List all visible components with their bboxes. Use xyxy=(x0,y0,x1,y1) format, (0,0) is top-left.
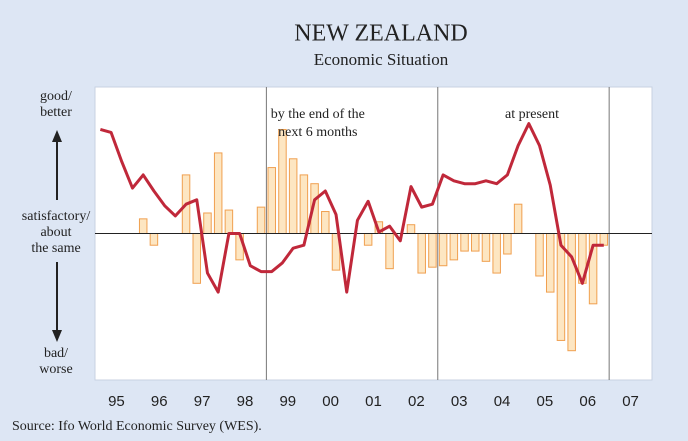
bar xyxy=(567,233,576,352)
bar xyxy=(138,218,148,235)
bar xyxy=(278,128,287,234)
bar xyxy=(203,212,212,235)
x-tick-label: 99 xyxy=(279,393,296,410)
annotation: at present xyxy=(505,107,559,122)
x-tick-label: 98 xyxy=(237,393,254,410)
x-tick-label: 03 xyxy=(451,393,468,410)
bar xyxy=(256,206,266,235)
x-tick-label: 02 xyxy=(408,393,425,410)
y-side-label: worse xyxy=(39,362,72,377)
bar xyxy=(481,233,491,262)
y-side-label: good/ xyxy=(40,89,72,104)
bar xyxy=(417,233,426,274)
y-side-label: about xyxy=(40,225,71,240)
annotation: by the end of the xyxy=(271,107,365,122)
y-side-label: the same xyxy=(31,241,80,256)
bar xyxy=(503,233,512,255)
annotation: next 6 months xyxy=(278,125,357,140)
bar xyxy=(363,233,373,246)
x-tick-label: 01 xyxy=(365,393,382,410)
bar xyxy=(224,209,234,234)
bar xyxy=(492,233,501,274)
bar xyxy=(460,233,469,252)
bar xyxy=(599,233,609,246)
bar xyxy=(288,158,298,234)
bar xyxy=(385,233,394,270)
x-tick-label: 04 xyxy=(494,393,511,410)
y-side-label: better xyxy=(40,105,72,120)
bar xyxy=(449,233,459,261)
bar xyxy=(406,224,416,235)
bar xyxy=(321,211,330,234)
chart-subtitle: Economic Situation xyxy=(314,50,449,69)
bar xyxy=(267,167,276,234)
x-tick-label: 06 xyxy=(579,393,596,410)
bar xyxy=(428,233,437,268)
x-tick-label: 05 xyxy=(537,393,554,410)
bar xyxy=(299,174,309,234)
arrow-down-head xyxy=(52,330,62,342)
source: Source: Ifo World Economic Survey (WES). xyxy=(12,419,262,434)
bar xyxy=(213,152,223,234)
x-tick-label: 07 xyxy=(622,393,639,410)
x-tick-label: 00 xyxy=(322,393,339,410)
x-tick-label: 95 xyxy=(108,393,125,410)
y-side-label: bad/ xyxy=(44,346,68,361)
bar xyxy=(513,203,523,234)
y-side-label: satisfactory/ xyxy=(22,209,91,224)
x-tick-label: 96 xyxy=(151,393,168,410)
arrow-up-head xyxy=(52,130,62,142)
bar xyxy=(149,233,159,246)
chart-title: NEW ZEALAND xyxy=(294,21,468,47)
bar xyxy=(192,233,202,284)
line xyxy=(99,122,604,294)
bar xyxy=(438,233,448,267)
x-tick-label: 97 xyxy=(194,393,211,410)
bar xyxy=(545,233,555,293)
bar xyxy=(471,233,480,252)
bar xyxy=(535,233,544,277)
